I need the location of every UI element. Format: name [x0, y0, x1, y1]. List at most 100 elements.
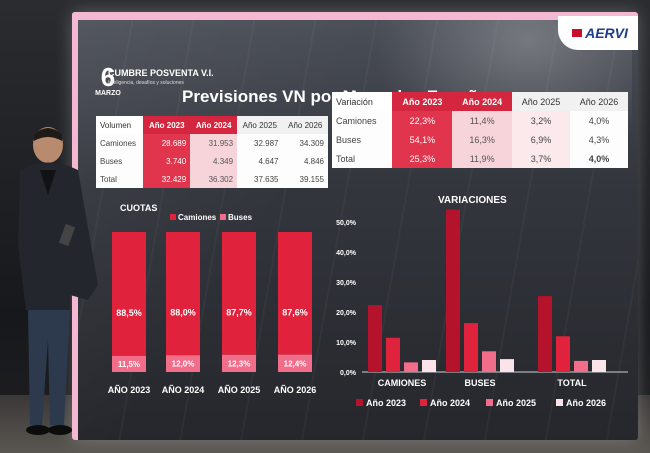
bar-buses: [222, 354, 256, 372]
table-cell: 16,3%: [452, 130, 513, 149]
variaciones-title: VARIACIONES: [438, 195, 507, 206]
bar-ano-2026: [592, 360, 606, 372]
table-cell: 4,0%: [570, 149, 628, 168]
table-cell: 4,3%: [570, 130, 628, 149]
bar-camiones: [222, 232, 256, 355]
variation-col-header: Año 2025: [512, 92, 571, 111]
bar-ano-2024: [386, 337, 400, 372]
category-label: AÑO 2026: [274, 385, 317, 395]
presenter-figure: [18, 127, 98, 435]
table-cell: 3.740: [143, 152, 191, 170]
category-label: AÑO 2025: [218, 385, 261, 395]
event-day: 6: [100, 62, 116, 92]
bar-buses: [166, 355, 200, 372]
y-tick-label: 0,0%: [340, 370, 357, 377]
bar-ano-2023: [446, 209, 460, 372]
category-label: TOTAL: [557, 378, 587, 388]
legend-label-buses: Buses: [228, 213, 253, 222]
legend-swatch: [356, 399, 363, 406]
row-label: Buses: [332, 130, 393, 149]
table-cell: 4.647: [237, 152, 283, 170]
cuotas-title: CUOTAS: [120, 203, 157, 213]
legend-label-camiones: Camiones: [178, 213, 217, 222]
row-label: Total: [96, 170, 144, 188]
table-cell: 34.309: [282, 134, 328, 152]
volume-col-header: Año 2025: [237, 116, 283, 134]
table-cell: 32.429: [143, 170, 191, 188]
y-tick-label: 20,0%: [336, 310, 357, 317]
legend-label: Año 2023: [366, 398, 406, 408]
volume-table: Volumen Año 2023 Año 2024 Año 2025 Año 2…: [96, 116, 328, 188]
y-tick-label: 40,0%: [336, 250, 357, 257]
legend-label: Año 2026: [566, 398, 606, 408]
event-tagline: Inteligencia, desafíos y soluciones: [108, 80, 184, 86]
variation-col-header: Año 2024: [452, 92, 513, 111]
aervi-logo: AERVI: [558, 16, 638, 50]
table-row: Camiones 28.689 31.953 32.987 34.309: [96, 134, 328, 152]
table-cell: 31.953: [190, 134, 238, 152]
category-label: BUSES: [464, 378, 495, 388]
legend-label: Año 2025: [496, 398, 536, 408]
legend-label: Año 2024: [430, 398, 470, 408]
row-label: Buses: [96, 152, 144, 170]
volume-col-header: Volumen: [96, 116, 144, 134]
table-cell: 3,7%: [512, 149, 571, 168]
table-cell: 4.846: [282, 152, 328, 170]
legend-swatch-camiones: [170, 214, 176, 220]
volume-header-row: Volumen Año 2023 Año 2024 Año 2025 Año 2…: [96, 116, 328, 134]
table-cell: 32.987: [237, 134, 283, 152]
bar-buses: [278, 354, 312, 372]
table-cell: 28.689: [143, 134, 191, 152]
legend-swatch: [420, 399, 427, 406]
y-tick-label: 30,0%: [336, 280, 357, 287]
volume-col-header: Año 2026: [282, 116, 328, 134]
data-label-camiones: 88,0%: [170, 308, 196, 318]
table-cell: 11,4%: [452, 111, 513, 130]
legend-swatch-buses: [220, 214, 226, 220]
bar-ano-2025: [574, 360, 588, 372]
table-row: Camiones 22,3% 11,4% 3,2% 4,0%: [332, 111, 628, 130]
data-label-buses: 11,5%: [118, 360, 140, 369]
event-name: CUMBRE POSVENTA V.I.: [108, 68, 214, 78]
table-cell: 6,9%: [512, 130, 571, 149]
legend-swatch: [556, 399, 563, 406]
bar-ano-2024: [464, 323, 478, 372]
table-cell: 4,0%: [570, 111, 628, 130]
table-row: Buses 54,1% 16,3% 6,9% 4,3%: [332, 130, 628, 149]
table-cell: 36.302: [190, 170, 238, 188]
variation-header-row: Variación Año 2023 Año 2024 Año 2025 Año…: [332, 92, 628, 111]
table-cell: 25,3%: [392, 149, 453, 168]
table-row: Buses 3.740 4.349 4.647 4.846: [96, 152, 328, 170]
category-label: AÑO 2024: [162, 385, 205, 395]
y-tick-label: 10,0%: [336, 340, 357, 347]
row-label: Total: [332, 149, 393, 168]
table-row: Total 25,3% 11,9% 3,7% 4,0%: [332, 149, 628, 168]
slide-top-band: [72, 12, 638, 20]
variation-table: Variación Año 2023 Año 2024 Año 2025 Año…: [332, 92, 628, 168]
variation-col-header: Año 2023: [392, 92, 453, 111]
brand-name: AERVI: [585, 25, 628, 41]
legend-swatch: [486, 399, 493, 406]
y-tick-label: 50,0%: [336, 220, 357, 227]
bar-ano-2023: [538, 296, 552, 372]
row-label: Camiones: [332, 111, 393, 130]
bar-ano-2023: [368, 305, 382, 372]
table-cell: 37.635: [237, 170, 283, 188]
truck-icon: [572, 29, 583, 37]
bar-ano-2024: [556, 336, 570, 372]
table-cell: 4.349: [190, 152, 238, 170]
variation-col-header: Año 2026: [570, 92, 628, 111]
data-label-buses: 12,0%: [172, 360, 195, 369]
category-label: CAMIONES: [378, 378, 427, 388]
bar-camiones: [112, 232, 146, 356]
data-label-buses: 12,3%: [228, 359, 251, 368]
bar-buses: [112, 355, 146, 372]
bar-ano-2026: [500, 359, 514, 372]
bar-camiones: [166, 232, 200, 356]
table-row: Total 32.429 36.302 37.635 39.155: [96, 170, 328, 188]
table-cell: 39.155: [282, 170, 328, 188]
event-month: MARZO: [95, 90, 121, 97]
table-cell: 3,2%: [512, 111, 571, 130]
data-label-buses: 12,4%: [284, 359, 307, 368]
